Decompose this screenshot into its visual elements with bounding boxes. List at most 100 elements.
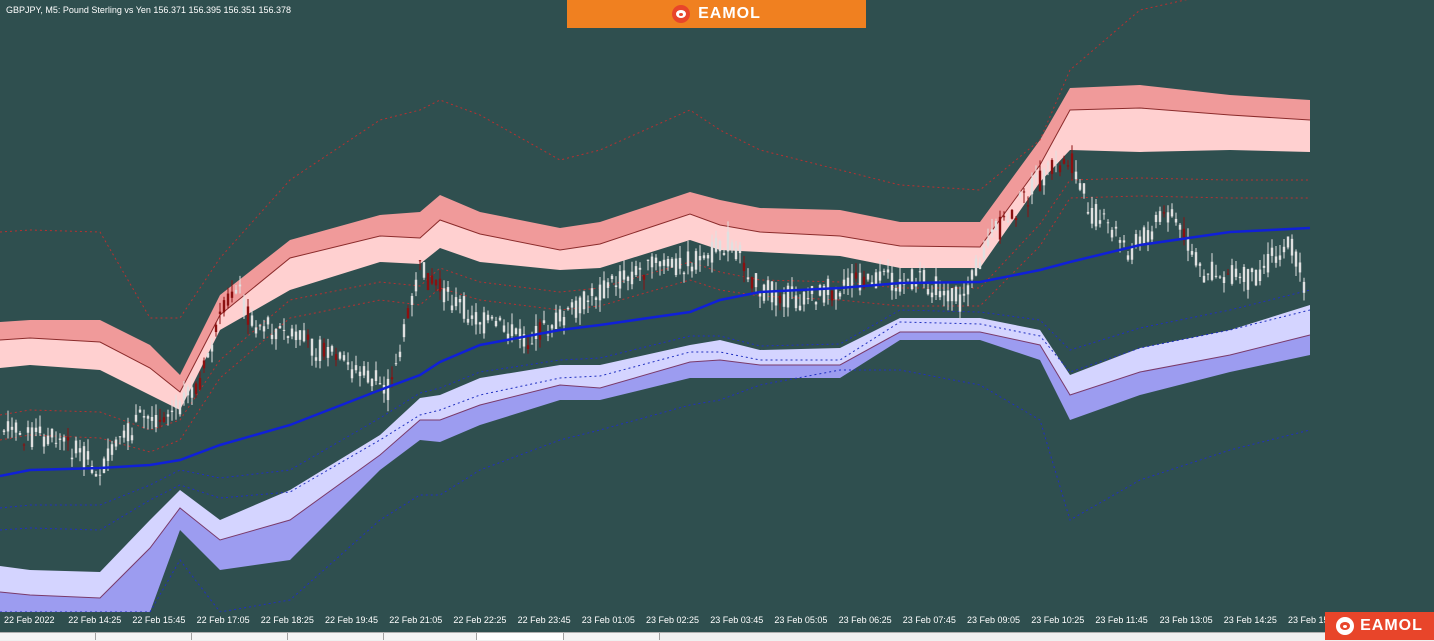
candle-body [786, 285, 790, 308]
candle-body [1198, 263, 1202, 266]
candle-body [938, 291, 942, 298]
candle-body [454, 297, 458, 307]
candle-body [1018, 193, 1022, 197]
candle-body [1286, 236, 1290, 248]
candle-body [1110, 229, 1114, 238]
candle-body [1246, 269, 1250, 290]
candle-body [70, 457, 74, 460]
candle-body [854, 272, 858, 279]
candle-body [146, 416, 150, 419]
candle-body [574, 300, 578, 318]
upper-dotted-envelope [0, 177, 1310, 431]
eamol-logo-icon [1336, 617, 1355, 635]
candle-body [1174, 218, 1178, 223]
candle-body [1230, 265, 1234, 284]
upper-band-line [0, 107, 1311, 393]
candle-body [1134, 234, 1138, 247]
candle-body [818, 285, 822, 296]
chart-tab[interactable] [384, 633, 477, 640]
candle-body [178, 401, 182, 415]
candle-body [1254, 269, 1258, 286]
time-tick-label: 23 Feb 14:25 [1223, 615, 1277, 625]
candle-body [1026, 205, 1030, 207]
candle-body [742, 262, 746, 272]
time-tick-label: 23 Feb 02:25 [646, 615, 700, 625]
candle-body [610, 275, 614, 280]
candle-body [342, 355, 346, 361]
candle-body [1042, 169, 1046, 186]
price-chart[interactable] [0, 0, 1434, 612]
candle-body [602, 280, 606, 299]
lower-dotted-envelope [0, 289, 1311, 509]
candle-body [322, 342, 326, 357]
candle-body [374, 370, 378, 382]
upper-dotted-envelope [0, 0, 1188, 319]
candle-body [386, 378, 390, 401]
time-tick-label: 22 Feb 14:25 [68, 615, 122, 625]
candle-body [394, 363, 398, 365]
candle-body [1302, 281, 1306, 293]
candle-body [518, 328, 522, 340]
chart-tab[interactable] [192, 633, 288, 640]
candle-body [34, 427, 38, 432]
candle-body [14, 422, 18, 433]
candle-body [870, 282, 874, 285]
candle-body [290, 328, 294, 337]
candle-body [514, 328, 518, 334]
candle-body [82, 446, 86, 469]
candle-body [978, 262, 982, 269]
candle-body [450, 305, 454, 311]
candle-body [370, 378, 374, 387]
candle-body [834, 287, 838, 300]
candle-body [702, 255, 706, 259]
candle-body [906, 279, 910, 281]
candle-body [1118, 240, 1122, 243]
candle-body [850, 273, 854, 289]
candle-body [126, 423, 130, 442]
lower-band-inner [0, 305, 1310, 598]
candle-body [898, 279, 902, 292]
candle-body [162, 417, 166, 422]
candle-body [242, 298, 246, 316]
candle-body [10, 426, 14, 430]
candle-body [1066, 165, 1070, 167]
candle-body [22, 444, 26, 446]
chart-tab[interactable] [0, 633, 96, 640]
lower-dotted-envelope [0, 309, 1311, 531]
candle-body [826, 278, 830, 295]
candle-body [74, 440, 78, 454]
chart-tab[interactable] [96, 633, 192, 640]
candle-body [578, 297, 582, 314]
candle-body [738, 245, 742, 254]
candle-body [1126, 255, 1130, 260]
time-tick-label: 23 Feb 05:05 [774, 615, 828, 625]
candle-body [286, 336, 290, 338]
candle-body [406, 308, 410, 319]
chart-tab[interactable] [288, 633, 384, 640]
candle-body [258, 325, 262, 327]
candle-body [694, 251, 698, 270]
candle-body [634, 266, 638, 275]
candle-body [698, 255, 702, 261]
candle-body [1270, 247, 1274, 256]
chart-tab-active[interactable] [477, 633, 564, 640]
candle-body [690, 266, 694, 272]
candle-body [1202, 275, 1206, 283]
candle-body [222, 300, 226, 313]
time-tick-label: 22 Feb 2022 [4, 615, 55, 625]
candle-body [362, 366, 366, 376]
candle-body [1282, 246, 1286, 253]
candle-body [1186, 237, 1190, 251]
candle-body [734, 248, 738, 260]
candle-body [534, 326, 538, 339]
candle-body [1086, 211, 1090, 214]
chart-tab[interactable] [564, 633, 660, 640]
candle-body [526, 345, 530, 349]
candle-body [38, 426, 42, 434]
candle-body [1002, 216, 1006, 218]
candle-body [150, 416, 154, 421]
candle-body [962, 293, 966, 296]
chart-area[interactable]: GBPJPY, M5: Pound Sterling vs Yen 156.37… [0, 0, 1434, 612]
candle-body [122, 430, 126, 438]
time-tick-label: 23 Feb 03:45 [710, 615, 764, 625]
